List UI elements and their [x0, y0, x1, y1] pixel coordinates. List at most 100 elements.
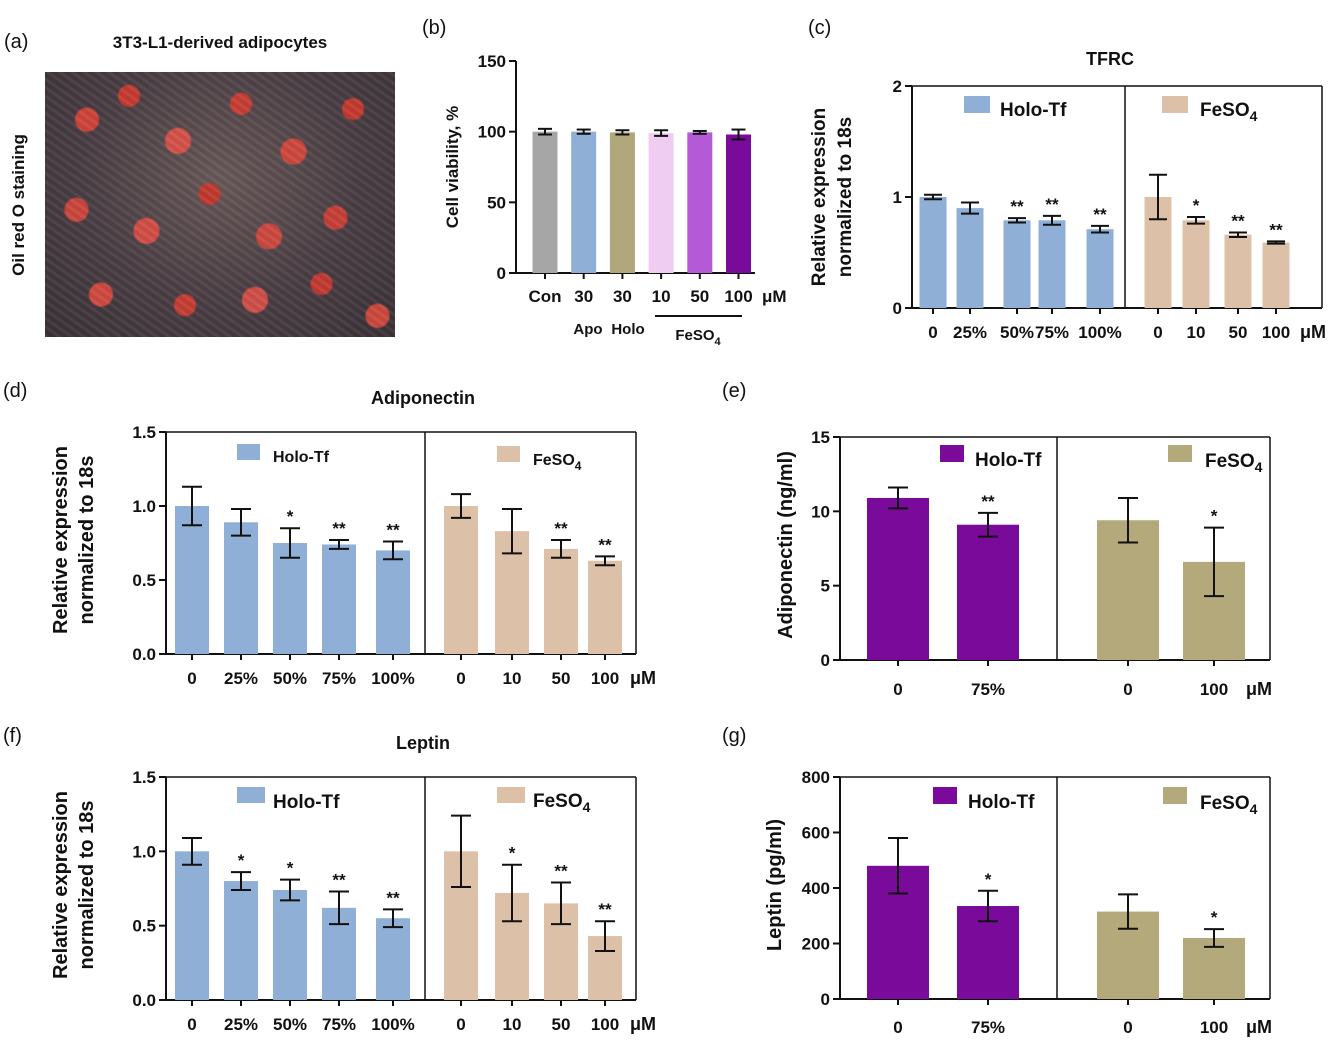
x-tick-label: 30: [613, 287, 632, 306]
y-tick-label: 0: [821, 990, 830, 1009]
bar: [919, 197, 947, 308]
bar: [273, 543, 307, 654]
legend-label: FeSO4: [533, 452, 582, 473]
x-tick-label: 30: [574, 287, 593, 306]
bar: [867, 497, 929, 660]
legend-label: FeSO4: [1205, 451, 1263, 475]
bar: [648, 133, 674, 273]
significance-mark: *: [287, 859, 294, 878]
x-tick-label: 0: [456, 1015, 465, 1034]
x-tick-label: 100%: [371, 669, 414, 688]
y-tick-label: 800: [802, 768, 830, 787]
legend-label: Holo-Tf: [1000, 100, 1067, 121]
y-axis-title: normalized to 18s: [76, 801, 98, 970]
panel-e-label: (e): [722, 380, 746, 402]
y-tick-label: 2: [893, 77, 902, 96]
y-tick-label: 200: [802, 935, 830, 954]
x-tick-label: 0: [456, 669, 465, 688]
panel-a-side-label: Oil red O staining: [9, 134, 28, 276]
x-tick-label: 75%: [971, 680, 1005, 699]
x-tick-label: 100: [1200, 680, 1228, 699]
unit-label: μM: [630, 1014, 656, 1034]
chart-f: (f) Leptin 0.0 0.5 1.0 1.5 Relative expression…: [3, 725, 656, 1034]
y-tick-label: 0.0: [132, 645, 156, 664]
panel-d-label: (d): [3, 380, 27, 402]
significance-mark: **: [332, 519, 346, 538]
y-axis-title: Relative expression: [50, 791, 72, 979]
significance-mark: **: [332, 870, 346, 889]
bar: [175, 851, 209, 1000]
unit-label: μM: [1246, 679, 1272, 699]
bar: [1183, 937, 1245, 999]
chart-title: Leptin: [396, 733, 450, 753]
y-tick-label: 0.5: [132, 917, 156, 936]
y-tick-label: 50: [487, 193, 506, 212]
x-tick-label: 0: [1153, 323, 1162, 342]
y-tick-label: 5: [821, 577, 830, 596]
unit-label: μM: [1246, 1017, 1272, 1037]
y-tick-label: 0: [497, 264, 506, 283]
y-tick-label: 1.0: [132, 497, 156, 516]
significance-mark: **: [1269, 220, 1283, 239]
legend-label: FeSO4: [1200, 100, 1258, 124]
significance-mark: **: [1093, 205, 1107, 224]
panel-b-label: (b): [422, 17, 446, 39]
bar: [1086, 229, 1114, 308]
y-tick-label: 10: [811, 502, 830, 521]
bar: [224, 881, 258, 1000]
x-tick-label: 75%: [322, 669, 356, 688]
chart-d: (d) Adiponectin 0.0 0.5 1.0 1.5 Relative expre…: [3, 380, 656, 688]
bar: [726, 134, 751, 273]
y-axis-title: Cell viability, %: [443, 106, 462, 229]
x-tick-label: 25%: [224, 1015, 258, 1034]
y-tick-label: 1: [893, 188, 902, 207]
legend-swatch: [1168, 445, 1192, 462]
x-tick-label: 75%: [322, 1015, 356, 1034]
significance-mark: **: [598, 535, 612, 554]
x-tick-label: 75%: [1035, 323, 1069, 342]
y-tick-label: 1.0: [132, 842, 156, 861]
chart-b: (b) 0 50 100 150 Cell viability, % Con 30 30 10 50…: [422, 17, 787, 348]
significance-mark: **: [554, 519, 568, 538]
y-axis-title: Adiponectin (ng/ml): [775, 451, 797, 639]
significance-mark: **: [386, 521, 400, 540]
y-axis-title: Relative expression: [809, 108, 830, 286]
chart-g: (g) 0 200 400 600 800 Leptin (pg/ml) Holo-Tf 0 75…: [722, 725, 1272, 1037]
y-tick-label: 1.5: [132, 768, 156, 787]
bar: [544, 548, 578, 654]
x-tick-label: 50%: [273, 669, 307, 688]
panel-c-label: (c): [808, 17, 831, 39]
x-tick-label: 100: [724, 287, 752, 306]
panel-g-label: (g): [722, 725, 746, 747]
x-tick-label: 0: [187, 669, 196, 688]
bar: [956, 208, 984, 308]
y-tick-label: 150: [478, 52, 506, 71]
bar: [1182, 220, 1210, 308]
x-tick-label: 100: [591, 669, 619, 688]
group-label-holo: Holo: [611, 321, 644, 338]
legend-swatch: [933, 787, 957, 804]
legend-swatch: [237, 787, 265, 803]
y-axis-title: Relative expression: [50, 446, 72, 634]
y-axis-title: normalized to 18s: [76, 456, 98, 625]
significance-mark: *: [1211, 507, 1218, 526]
chart-title: TFRC: [1086, 49, 1134, 69]
bar: [175, 506, 209, 654]
legend-label: Holo-Tf: [273, 792, 340, 813]
x-tick-label: 0: [1123, 680, 1132, 699]
x-tick-label: 50: [690, 287, 709, 306]
y-tick-label: 0.5: [132, 571, 156, 590]
legend-swatch: [497, 787, 525, 803]
bar: [1038, 220, 1066, 308]
bar: [1224, 234, 1252, 308]
x-tick-label: Con: [528, 287, 561, 306]
y-tick-label: 0.0: [132, 991, 156, 1010]
legend-swatch: [1163, 787, 1187, 804]
x-tick-label: 10: [1187, 323, 1206, 342]
unit-label: μM: [630, 668, 656, 688]
y-tick-label: 400: [802, 879, 830, 898]
legend-swatch: [497, 446, 520, 462]
significance-mark: **: [1045, 195, 1059, 214]
